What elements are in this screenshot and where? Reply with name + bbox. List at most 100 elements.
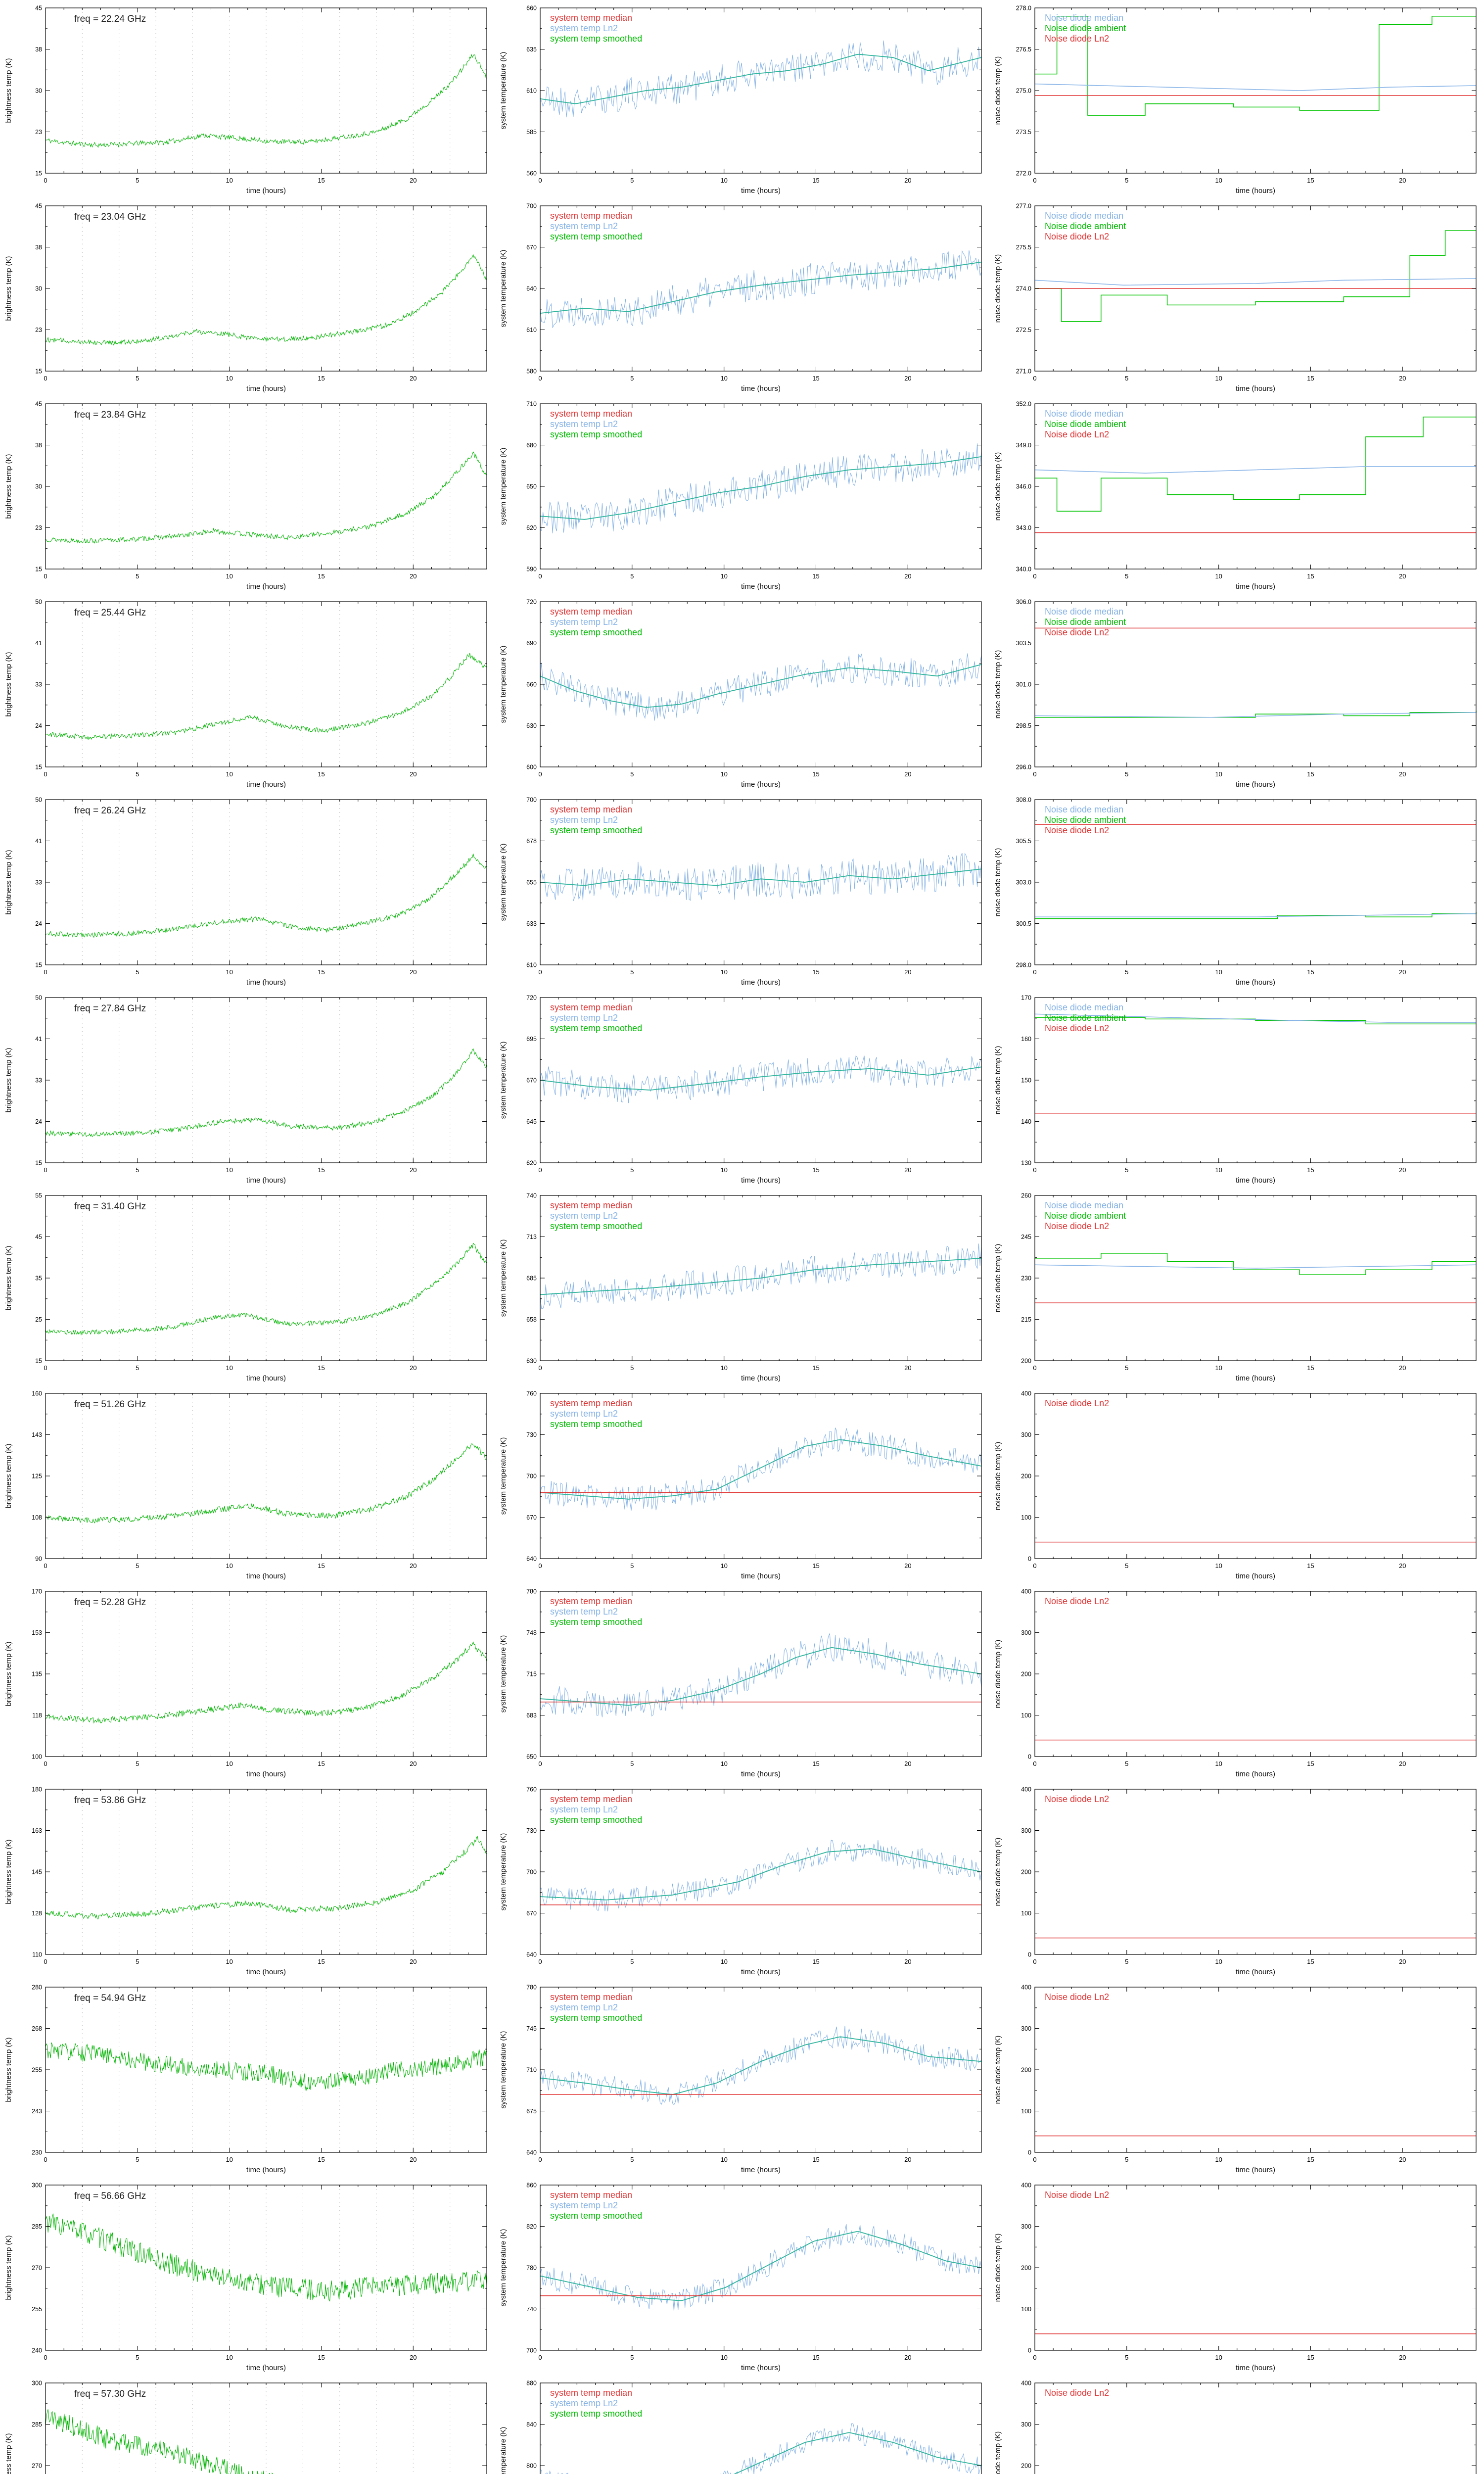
- x-tick-label: 20: [410, 1364, 417, 1372]
- y-tick-label: 630: [526, 1358, 537, 1365]
- plot-svg: 0 5 10 15 20 271.0 272.5 274.0 275.5 277.0 time (h…: [994, 203, 1477, 393]
- x-tick-label: 0: [44, 1760, 47, 1767]
- panel-r8-c3: 0 5 10 15 20 0 100 200 300 400 time (hours) noise d…: [989, 1385, 1484, 1583]
- y-tick-label: 23: [35, 524, 42, 531]
- y-tick-label: 215: [1021, 1316, 1031, 1323]
- y-tick-label: 35: [35, 1275, 42, 1282]
- x-tick-label: 10: [720, 1958, 727, 1965]
- plot-frame: [1034, 1591, 1477, 1757]
- y-tick-label: 45: [35, 1234, 42, 1240]
- y-tick-label: 298.5: [1016, 722, 1031, 729]
- y-tick-label: 655: [526, 879, 537, 886]
- legend-item: system temp median: [550, 211, 632, 221]
- legend-item: Noise diode median: [1045, 1200, 1123, 1210]
- legend-item: system temp smoothed: [550, 232, 642, 241]
- series-system-temp-smoothed: [540, 261, 982, 314]
- plot-frame: [45, 1591, 487, 1757]
- x-tick-label: 5: [136, 2354, 139, 2361]
- x-tick-label: 0: [44, 1364, 47, 1372]
- series-noise-diode-median: [1034, 712, 1477, 718]
- series-noise-diode-ambient: [1035, 15, 1476, 116]
- y-axis-label: noise diode temp (K): [994, 1046, 1002, 1114]
- legend-item: Noise diode median: [1045, 409, 1123, 419]
- y-tick-label: 285: [32, 2421, 42, 2428]
- y-tick-label: 780: [526, 2265, 537, 2272]
- panel-title: freq = 25.44 GHz: [74, 608, 146, 618]
- x-tick-label: 15: [1307, 177, 1314, 184]
- y-tick-label: 255: [32, 2067, 42, 2074]
- series-system-temp-median: [540, 653, 982, 721]
- panel-r9-c3: 0 5 10 15 20 0 100 200 300 400 time (hours) noise d…: [989, 1583, 1484, 1781]
- x-tick-label: 10: [226, 1364, 232, 1372]
- plot-frame: [45, 403, 487, 570]
- legend-item: system temp smoothed: [550, 34, 642, 44]
- y-tick-label: 50: [35, 797, 42, 804]
- x-tick-label: 0: [538, 1166, 542, 1174]
- y-tick-label: 270: [32, 2265, 42, 2272]
- x-axis-label: time (hours): [741, 1572, 781, 1580]
- x-tick-label: 20: [1399, 1760, 1406, 1767]
- series-channel-temp: [45, 254, 487, 346]
- plot-svg: 0 5 10 15 20 630 658 685 713 740 time (hours) syste…: [499, 1192, 982, 1382]
- x-tick-label: 5: [1125, 1364, 1128, 1372]
- x-tick-label: 20: [904, 770, 911, 778]
- y-tick-label: 274.0: [1016, 285, 1031, 292]
- panel-title: freq = 23.84 GHz: [74, 410, 146, 420]
- panel-title: freq = 23.04 GHz: [74, 212, 146, 222]
- y-tick-label: 110: [32, 1951, 42, 1958]
- plot-svg: 0 5 10 15 20 590 620 650 680 710 time (hours) syste…: [499, 401, 982, 591]
- legend-item: system temp Ln2: [550, 2398, 618, 2408]
- x-tick-label: 15: [318, 770, 325, 778]
- x-tick-label: 5: [136, 572, 139, 580]
- y-tick-label: 560: [526, 170, 537, 177]
- y-tick-label: 720: [526, 599, 537, 606]
- x-axis-label: time (hours): [246, 1572, 286, 1580]
- y-tick-label: 713: [526, 1234, 537, 1240]
- panel-r1-c2: 0 5 10 15 20 560 585 610 635 660 time (hours) syste…: [495, 0, 989, 198]
- y-tick-label: 245: [1021, 1234, 1031, 1240]
- x-tick-label: 5: [1125, 1562, 1128, 1570]
- x-axis-label: time (hours): [741, 187, 781, 195]
- x-axis-label: time (hours): [246, 2166, 286, 2174]
- series-channel-temp: [45, 2409, 274, 2474]
- series-noise-diode-ambient: [1035, 912, 1477, 919]
- panel-title: freq = 57.30 GHz: [74, 2389, 146, 2399]
- x-tick-label: 0: [44, 1166, 47, 1174]
- x-tick-label: 10: [1215, 1166, 1222, 1174]
- y-tick-label: 840: [526, 2421, 537, 2428]
- y-axis-label: system temperature (K): [499, 1635, 508, 1713]
- x-tick-label: 15: [812, 1760, 819, 1767]
- y-tick-label: 160: [32, 1390, 42, 1397]
- series-channel-temp: [45, 1048, 487, 1138]
- x-axis-label: time (hours): [1236, 582, 1275, 591]
- y-tick-label: 635: [526, 46, 537, 53]
- y-axis-label: brightness temp (K): [4, 2038, 13, 2102]
- y-tick-label: 880: [526, 2380, 537, 2387]
- y-axis-label: system temperature (K): [499, 1042, 508, 1119]
- y-axis-label: noise diode temp (K): [994, 848, 1002, 916]
- x-tick-label: 20: [1399, 572, 1406, 580]
- panel-r3-c2: 0 5 10 15 20 590 620 650 680 710 time (hours) syste…: [495, 396, 989, 594]
- y-tick-label: 200: [1021, 2265, 1031, 2272]
- y-axis-label: brightness temp (K): [4, 1246, 13, 1311]
- legend-item: system temp Ln2: [550, 2200, 618, 2210]
- x-tick-label: 15: [318, 1562, 325, 1570]
- x-axis-label: time (hours): [1236, 1176, 1275, 1185]
- x-tick-label: 5: [1125, 770, 1128, 778]
- y-tick-label: 710: [526, 401, 537, 408]
- y-tick-label: 200: [1021, 1869, 1031, 1876]
- y-tick-label: 240: [32, 2347, 42, 2354]
- panel-r5-c3: 0 5 10 15 20 298.0 300.5 303.0 305.5 308.0 time (h…: [989, 792, 1484, 990]
- y-tick-label: 300: [1021, 1827, 1031, 1834]
- series-system-temp-smoothed: [734, 2432, 982, 2474]
- x-tick-label: 0: [538, 572, 542, 580]
- series-system-temp-median: [540, 1840, 982, 1911]
- y-axis-label: noise diode temp (K): [994, 56, 1002, 125]
- plot-svg: 0 5 10 15 20 650 683 715 748 780 time (hours) syste…: [499, 1588, 982, 1778]
- x-tick-label: 10: [720, 177, 727, 184]
- x-tick-label: 20: [410, 770, 417, 778]
- y-tick-label: 670: [526, 1910, 537, 1917]
- legend-item: Noise diode ambient: [1045, 815, 1126, 825]
- x-tick-label: 5: [1125, 1760, 1128, 1767]
- y-tick-label: 678: [526, 838, 537, 845]
